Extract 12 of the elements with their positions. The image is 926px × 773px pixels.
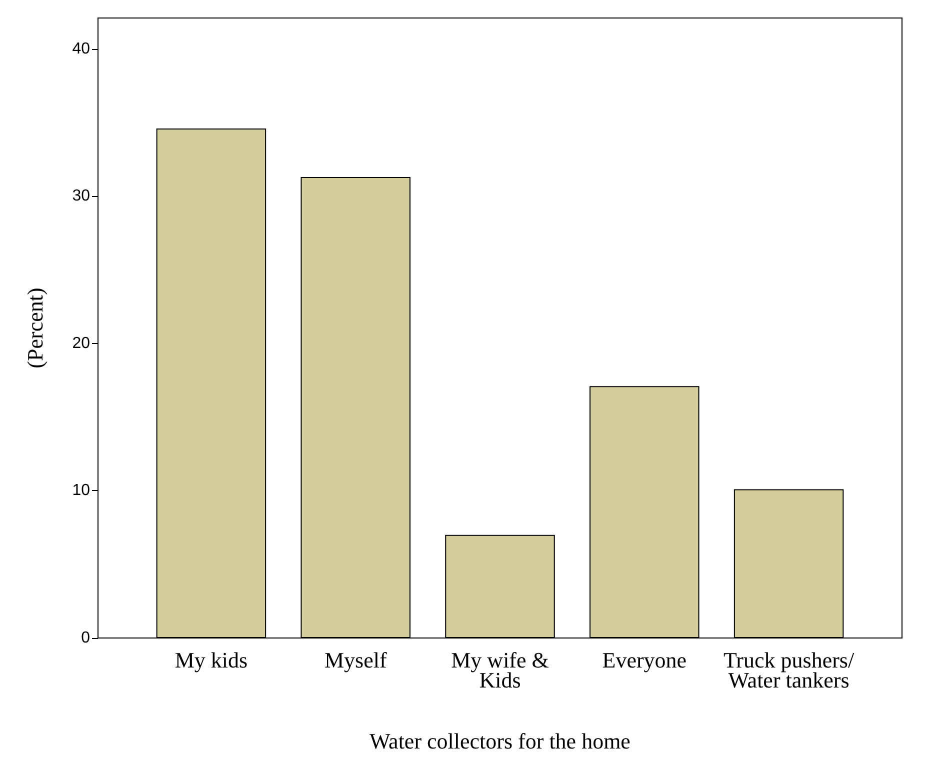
x-tick-label: My kids	[174, 648, 248, 672]
x-tick-label: Myself	[324, 648, 388, 672]
y-tick-label: 10	[72, 482, 90, 500]
y-tick-label: 0	[81, 630, 90, 646]
x-tick-label: Truck pushers/ Water tankers	[724, 648, 855, 692]
x-axis-title: Water collectors for the home	[370, 728, 630, 754]
y-tick-label: 20	[72, 334, 90, 352]
x-tick-label: My wife & Kids	[451, 648, 549, 692]
y-tick-label: 40	[72, 40, 90, 58]
y-axis-title: (Percent)	[22, 288, 48, 368]
y-tick-label: 30	[72, 188, 90, 205]
x-tick-label: Everyone	[602, 648, 687, 672]
